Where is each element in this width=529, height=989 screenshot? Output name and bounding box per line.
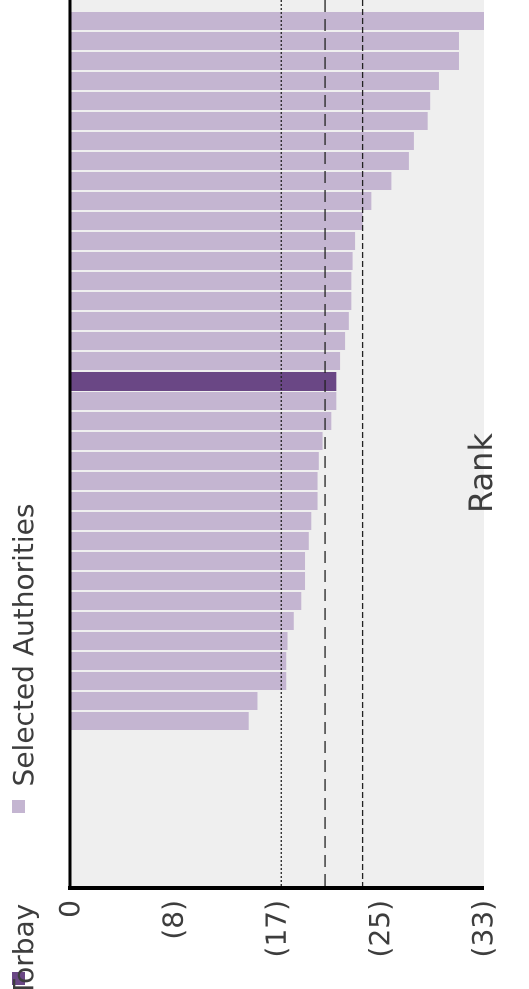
bar-selected-authority [71,632,288,650]
x-tick-label: (8) [156,900,189,940]
bar-selected-authority [71,252,353,270]
bar-selected-authority [71,12,484,30]
bar-selected-authority [71,412,332,430]
legend: Torbay Selected Authorities [7,504,40,989]
bar-selected-authority [71,292,352,310]
x-tick-label: (25) [363,900,396,957]
x-tick-label: (17) [260,900,293,957]
bars-group [71,12,484,730]
x-tick-label: (33) [466,900,499,957]
bar-selected-authority [71,712,249,730]
bar-selected-authority [71,172,392,190]
legend-swatch-selected [12,800,25,813]
bar-selected-authority [71,52,459,70]
bar-selected-authority [71,592,302,610]
bar-torbay [71,372,337,391]
bar-selected-authority [71,492,318,510]
bar-selected-authority [71,232,356,250]
legend-label-selected-authorities: Selected Authorities [7,504,40,787]
tick-labels: 0 (8) (17) (25) (33) [53,900,499,957]
bar-selected-authority [71,472,318,490]
bar-selected-authority [71,552,306,570]
bar-selected-authority [71,132,414,150]
bar-selected-authority [71,432,323,450]
bar-selected-authority [71,532,309,550]
bar-selected-authority [71,652,287,670]
bar-selected-authority [71,332,346,350]
bar-selected-authority [71,72,439,90]
bar-selected-authority [71,452,319,470]
bar-selected-authority [71,192,372,210]
bar-selected-authority [71,392,337,410]
reference-lines [280,0,364,888]
bar-selected-authority [71,272,352,290]
bar-selected-authority [71,152,409,170]
legend-swatch-torbay [12,972,25,985]
bar-selected-authority [71,112,428,130]
bar-selected-authority [71,512,312,530]
bar-selected-authority [71,312,349,330]
bar-selected-authority [71,32,459,50]
axis-title: Rank [462,433,500,513]
x-tick-label: 0 [53,900,86,918]
bar-selected-authority [71,672,287,690]
bar-selected-authority [71,572,306,590]
legend-label-torbay: Torbay [7,904,40,989]
bar-selected-authority [71,212,363,230]
bar-selected-authority [71,612,294,630]
bar-selected-authority [71,352,341,370]
bar-selected-authority [71,92,431,110]
bar-selected-authority [71,692,258,710]
